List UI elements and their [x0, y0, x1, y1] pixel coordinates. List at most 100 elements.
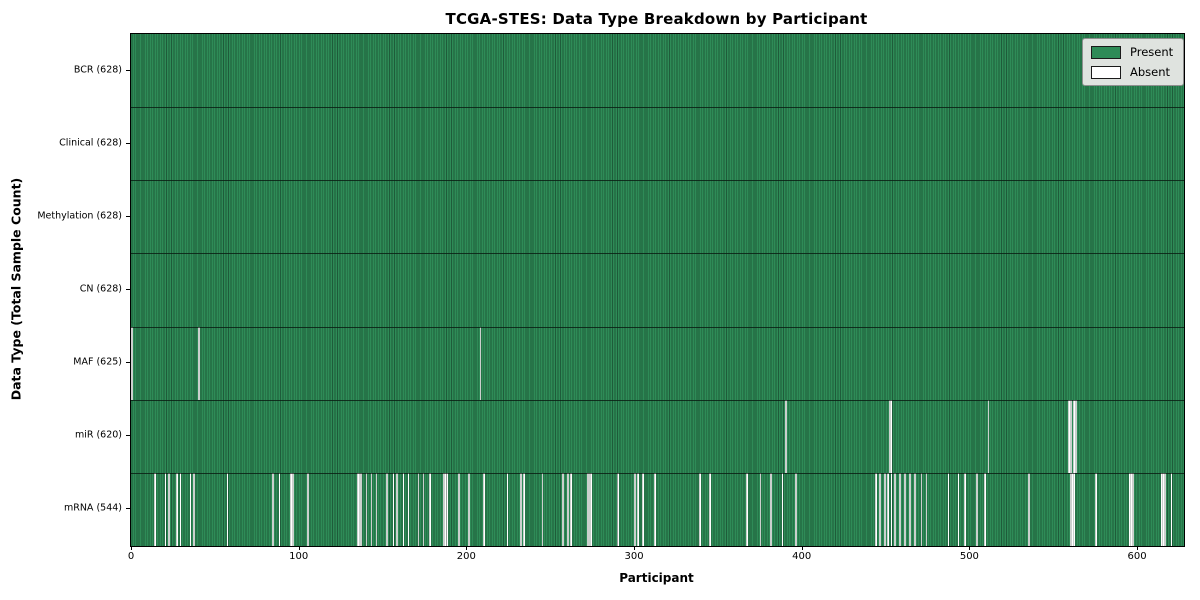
absent-bar: [189, 472, 192, 546]
absent-bar: [446, 472, 448, 546]
row-separator: [131, 253, 1184, 255]
absent-bar: [709, 472, 712, 546]
absent-bar: [1069, 399, 1072, 473]
absent-bar: [357, 472, 360, 546]
y-tick-mark: [126, 142, 130, 144]
absent-bar: [887, 472, 889, 546]
absent-bar: [520, 472, 522, 546]
y-tick-mark: [126, 508, 130, 510]
absent-bar: [359, 472, 361, 546]
x-tick-label: 500: [959, 551, 979, 562]
heatmap-row-cn: [131, 253, 1184, 327]
absent-bar: [890, 399, 893, 473]
x-tick-label: 600: [1127, 551, 1147, 562]
absent-bar: [769, 472, 772, 546]
absent-bar: [925, 472, 928, 546]
row-separator: [131, 472, 1184, 474]
absent-bar: [176, 472, 178, 546]
absent-bar: [154, 472, 157, 546]
row-separator: [131, 326, 1184, 328]
row-separator: [131, 107, 1184, 109]
absent-bar: [457, 472, 460, 546]
heatmap-row-maf: [131, 326, 1184, 400]
absent-bar: [365, 472, 368, 546]
row-separator: [131, 399, 1184, 401]
absent-bar: [193, 472, 195, 546]
y-tick-label: CN (628): [79, 283, 122, 295]
x-tick-mark: [634, 546, 636, 550]
absent-bar: [1160, 472, 1163, 546]
y-tick-mark: [126, 289, 130, 290]
absent-bar: [588, 472, 591, 546]
x-tick-mark: [298, 546, 300, 550]
absent-bar: [898, 472, 901, 546]
absent-bar: [1073, 472, 1075, 546]
absent-bar: [179, 472, 182, 546]
x-tick-mark: [801, 546, 803, 550]
legend-item-present: Present: [1091, 45, 1173, 59]
y-tick-mark: [126, 362, 130, 364]
heatmap-row-bcr: [131, 34, 1184, 108]
x-tick-label: 100: [289, 551, 309, 562]
absent-bar: [479, 326, 482, 400]
absent-bar: [642, 472, 645, 546]
absent-bar: [654, 472, 656, 546]
absent-bar: [523, 472, 526, 546]
absent-bar: [422, 472, 425, 546]
absent-bar: [794, 472, 797, 546]
absent-bar: [587, 472, 589, 546]
heatmap-row-clinical: [131, 107, 1184, 181]
absent-bar: [634, 472, 636, 546]
y-tick-label: BCR (628): [73, 64, 122, 76]
absent-bar: [617, 472, 619, 546]
legend-label-absent: Absent: [1130, 65, 1171, 79]
absent-bar: [957, 472, 960, 546]
absent-bar: [1130, 472, 1133, 546]
present-swatch-icon: [1091, 45, 1121, 59]
heatmap-row-mrna: [131, 472, 1184, 546]
absent-bar: [541, 472, 544, 546]
absent-bar: [1071, 472, 1074, 546]
absent-bar: [964, 472, 967, 546]
heatmap-row-methylation: [131, 180, 1184, 254]
y-tick-mark: [126, 435, 130, 437]
y-tick-label: Clinical (628): [59, 137, 122, 149]
x-tick-mark: [1137, 546, 1139, 550]
absent-bar: [167, 472, 170, 546]
absent-bar: [1128, 472, 1131, 546]
absent-bar: [888, 399, 891, 473]
absent-bar: [590, 472, 593, 546]
absent-bar: [1069, 472, 1072, 546]
legend-label-present: Present: [1130, 45, 1174, 59]
legend: Present Absent: [1082, 38, 1185, 86]
x-tick-label: 0: [127, 551, 135, 562]
absent-bar: [1068, 399, 1070, 473]
x-tick-mark: [969, 546, 971, 550]
absent-bar: [1073, 399, 1075, 473]
absent-bar: [1028, 472, 1030, 546]
absent-bar: [566, 472, 569, 546]
absent-bar: [637, 472, 640, 546]
absent-bar: [198, 326, 200, 400]
absent-bar: [759, 472, 762, 546]
absent-bar: [570, 472, 572, 546]
legend-item-absent: Absent: [1091, 65, 1173, 79]
absent-bar: [370, 472, 373, 546]
absent-bar: [1095, 472, 1097, 546]
absent-bar: [890, 472, 893, 546]
absent-bar: [407, 472, 410, 546]
absent-bar: [903, 472, 906, 546]
absent-bar: [392, 472, 395, 546]
absent-bar: [947, 472, 950, 546]
absent-bar: [444, 472, 447, 546]
absent-bar: [883, 472, 886, 546]
absent-bar: [226, 472, 229, 546]
x-tick-mark: [131, 546, 132, 550]
absent-bar: [984, 472, 987, 546]
x-tick-label: 300: [624, 551, 644, 562]
absent-bar: [746, 472, 749, 546]
absent-swatch-icon: [1091, 65, 1121, 79]
absent-bar: [987, 399, 990, 473]
absent-bar: [164, 472, 167, 546]
x-tick-label: 200: [456, 551, 476, 562]
